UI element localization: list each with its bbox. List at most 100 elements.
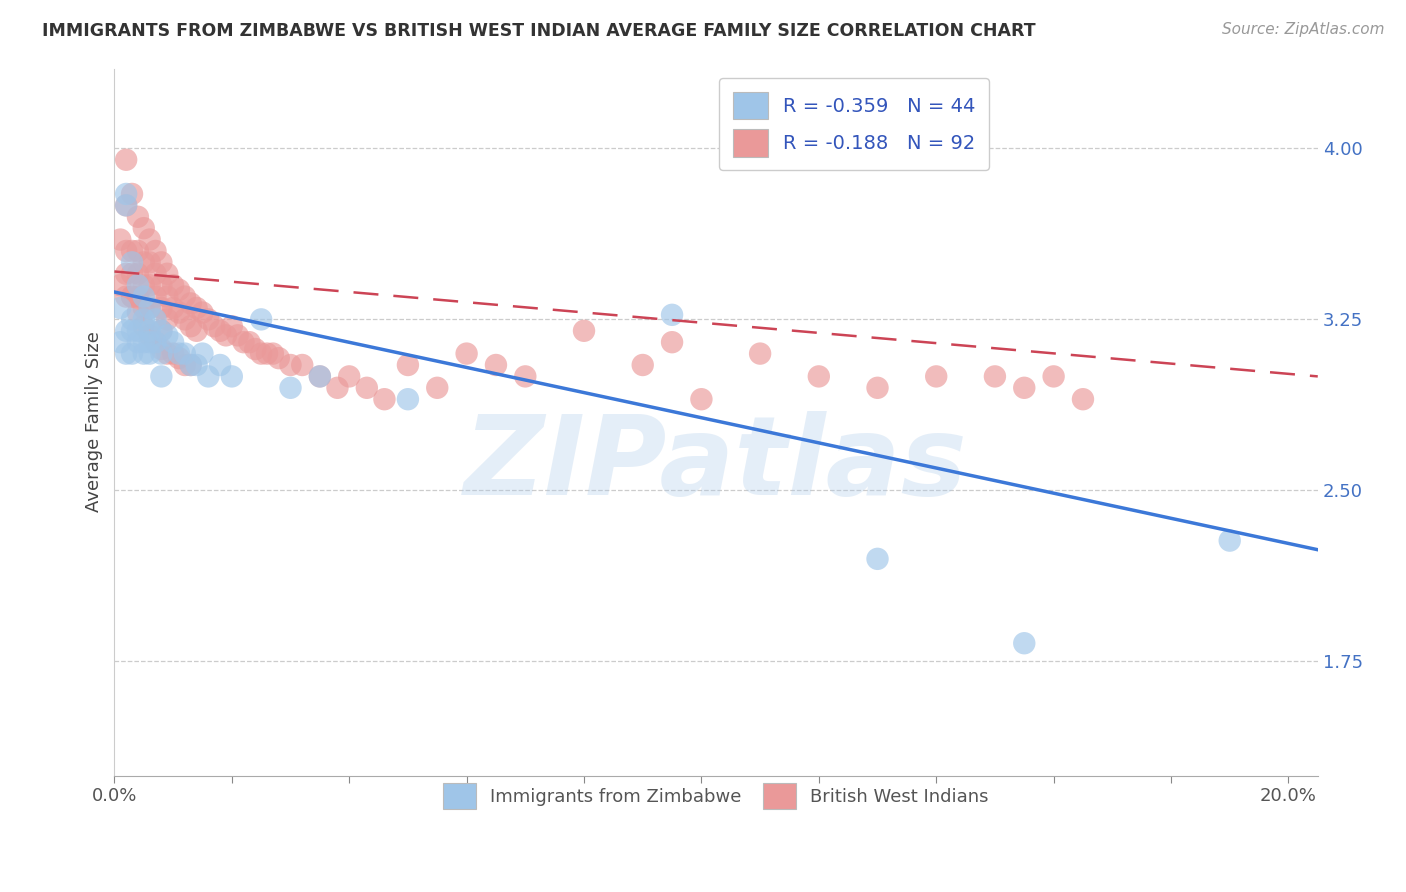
Point (150, 278, 173, 293)
Point (150, 255, 173, 269)
Point (308, 369, 330, 384)
Point (250, 346, 273, 360)
Point (138, 324, 160, 338)
Point (226, 328, 249, 343)
Point (180, 319, 202, 334)
Point (215, 328, 238, 343)
Point (1012, 381, 1035, 395)
Point (250, 312, 273, 326)
Point (110, 233, 132, 247)
Point (221, 369, 243, 384)
Point (238, 335, 260, 350)
Point (209, 358, 232, 372)
Point (121, 289, 143, 303)
Point (156, 267, 179, 281)
Point (145, 267, 167, 281)
Point (121, 267, 143, 281)
Point (150, 346, 173, 360)
Point (426, 381, 449, 395)
Point (984, 369, 1007, 384)
Point (191, 305, 214, 319)
Point (180, 358, 202, 372)
Point (191, 346, 214, 360)
Point (145, 244, 167, 258)
Point (515, 369, 537, 384)
Point (121, 186, 143, 201)
Point (167, 305, 190, 319)
Point (115, 198, 138, 212)
Point (749, 346, 772, 360)
Point (326, 381, 349, 395)
Point (156, 312, 179, 326)
Point (197, 369, 219, 384)
Point (110, 278, 132, 293)
Point (115, 198, 138, 212)
Point (121, 244, 143, 258)
Point (121, 346, 143, 360)
Point (138, 255, 160, 269)
Point (138, 346, 160, 360)
Legend: Immigrants from Zimbabwe, British West Indians: Immigrants from Zimbabwe, British West I… (436, 776, 995, 816)
Point (145, 335, 167, 350)
Point (150, 324, 173, 338)
Point (121, 312, 143, 326)
Point (150, 301, 173, 315)
Point (866, 381, 889, 395)
Y-axis label: Average Family Size: Average Family Size (86, 332, 103, 512)
Point (866, 552, 889, 566)
Point (280, 358, 302, 372)
Point (1071, 392, 1094, 407)
Text: ZIPatlas: ZIPatlas (464, 411, 967, 518)
Point (132, 221, 155, 235)
Point (132, 319, 155, 334)
Point (572, 324, 595, 338)
Point (138, 301, 160, 315)
Point (121, 324, 143, 338)
Point (162, 346, 184, 360)
Point (167, 346, 190, 360)
Point (631, 358, 654, 372)
Point (267, 351, 290, 366)
Point (115, 186, 138, 201)
Point (373, 392, 395, 407)
Point (127, 324, 149, 338)
Point (262, 346, 284, 360)
Point (202, 319, 225, 334)
Point (308, 369, 330, 384)
Point (232, 335, 254, 350)
Point (1042, 369, 1064, 384)
Point (925, 369, 948, 384)
Point (115, 346, 138, 360)
Point (150, 369, 173, 384)
Point (115, 289, 138, 303)
Point (186, 301, 208, 315)
Point (221, 319, 243, 334)
Point (127, 278, 149, 293)
Point (173, 346, 195, 360)
Point (138, 301, 160, 315)
Point (162, 301, 184, 315)
Point (138, 233, 160, 247)
Point (132, 301, 155, 315)
Point (256, 346, 278, 360)
Point (127, 210, 149, 224)
Text: Source: ZipAtlas.com: Source: ZipAtlas.com (1222, 22, 1385, 37)
Point (156, 346, 179, 360)
Point (209, 324, 232, 338)
Point (173, 289, 195, 303)
Point (807, 369, 830, 384)
Point (138, 335, 160, 350)
Point (127, 305, 149, 319)
Point (180, 358, 202, 372)
Point (127, 289, 149, 303)
Point (132, 335, 155, 350)
Point (180, 296, 202, 310)
Point (396, 392, 419, 407)
Point (115, 153, 138, 167)
Point (186, 358, 208, 372)
Point (280, 381, 302, 395)
Point (150, 324, 173, 338)
Point (1219, 533, 1241, 548)
Point (145, 312, 167, 326)
Point (110, 301, 132, 315)
